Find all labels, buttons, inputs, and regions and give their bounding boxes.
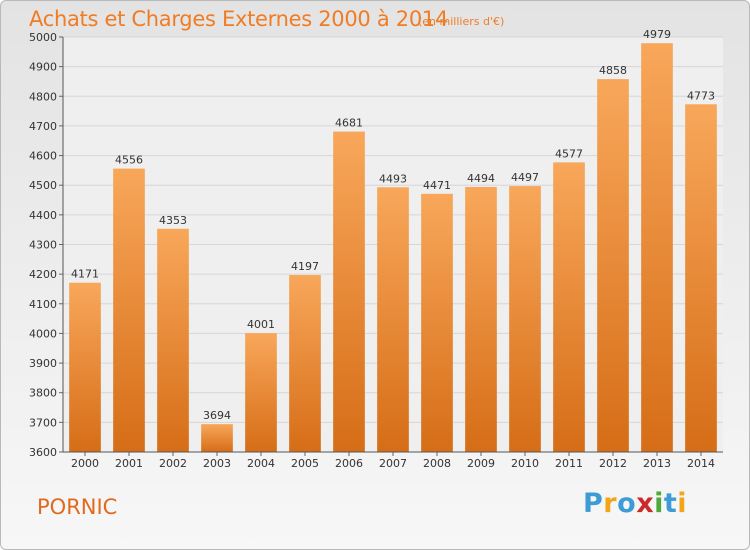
data-label: 3694: [203, 409, 231, 422]
data-label: 4773: [687, 89, 715, 102]
chart-unit: (en milliers d'€): [418, 15, 505, 28]
y-tick-label: 4800: [29, 90, 57, 103]
y-tick-label: 3900: [29, 357, 57, 370]
data-label: 4493: [379, 172, 407, 185]
y-tick-label: 5000: [29, 31, 57, 44]
bar-2003: [201, 424, 233, 452]
y-tick-label: 4700: [29, 120, 57, 133]
bar-2001: [113, 168, 145, 452]
data-label: 4979: [643, 28, 671, 41]
x-tick-label: 2008: [423, 457, 451, 470]
y-tick-label: 3800: [29, 387, 57, 400]
bar-2005: [289, 275, 321, 452]
x-tick-label: 2000: [71, 457, 99, 470]
data-labels: 4171 4556 4353 3694 4001 4197 4681 4493 4471 4494…: [71, 28, 715, 422]
x-tick-label: 2014: [687, 457, 715, 470]
x-tick-label: 2011: [555, 457, 583, 470]
y-tick-label: 4000: [29, 327, 57, 340]
x-tick-label: 2009: [467, 457, 495, 470]
data-label: 4497: [511, 171, 539, 184]
x-tick-label: 2002: [159, 457, 187, 470]
chart-title: Achats et Charges Externes 2000 à 2014: [29, 7, 449, 31]
bar-2011: [553, 162, 585, 452]
logo-letter: i: [677, 488, 688, 519]
y-tick-label: 4500: [29, 179, 57, 192]
bar-2008: [421, 193, 453, 452]
bar-2012: [597, 79, 629, 452]
y-tick-label: 3700: [29, 416, 57, 429]
data-label: 4577: [555, 147, 583, 160]
bar-2014: [685, 104, 717, 453]
data-label: 4556: [115, 154, 143, 167]
y-tick-label: 4200: [29, 268, 57, 281]
x-tick-label: 2013: [643, 457, 671, 470]
place-name: PORNIC: [37, 495, 118, 519]
bar-2002: [157, 228, 189, 452]
data-label: 4197: [291, 260, 319, 273]
x-tick-label: 2003: [203, 457, 231, 470]
bar-2006: [333, 131, 365, 452]
y-tick-label: 4100: [29, 298, 57, 311]
x-tick-label: 2010: [511, 457, 539, 470]
bar-2004: [245, 333, 277, 452]
x-tick-label: 2001: [115, 457, 143, 470]
bar-2013: [641, 43, 673, 452]
y-tick-label: 4900: [29, 61, 57, 74]
logo-letter: o: [617, 488, 637, 519]
bar-2007: [377, 187, 409, 452]
y-axis: 3600 3700 3800 3900 4000 4100 4200 4300 4400 4500…: [29, 31, 64, 459]
data-label: 4858: [599, 64, 627, 77]
y-tick-label: 4300: [29, 239, 57, 252]
proxiti-logo[interactable]: Proxiti: [583, 488, 687, 519]
x-tick-label: 2012: [599, 457, 627, 470]
logo-letter: r: [603, 488, 618, 519]
logo-letter: i: [654, 488, 664, 519]
bars: [69, 43, 717, 453]
data-label: 4494: [467, 172, 495, 185]
x-tick-label: 2005: [291, 457, 319, 470]
logo-letter: x: [636, 488, 655, 519]
data-label: 4171: [71, 268, 99, 281]
bar-2000: [69, 282, 101, 452]
bar-2009: [465, 186, 497, 452]
data-label: 4353: [159, 214, 187, 227]
x-tick-label: 2006: [335, 457, 363, 470]
x-tick-label: 2007: [379, 457, 407, 470]
bar-2010: [509, 186, 541, 452]
logo-letter: P: [583, 488, 604, 519]
logo-letter: t: [663, 488, 678, 519]
data-label: 4681: [335, 117, 363, 130]
y-tick-label: 3600: [29, 446, 57, 459]
y-tick-label: 4400: [29, 209, 57, 222]
x-axis: 2000 2001 2002 2003 2004 2005 2006 2007 2008 2009…: [63, 451, 723, 470]
data-label: 4471: [423, 179, 451, 192]
data-label: 4001: [247, 318, 275, 331]
x-tick-label: 2004: [247, 457, 275, 470]
y-tick-label: 4600: [29, 150, 57, 163]
